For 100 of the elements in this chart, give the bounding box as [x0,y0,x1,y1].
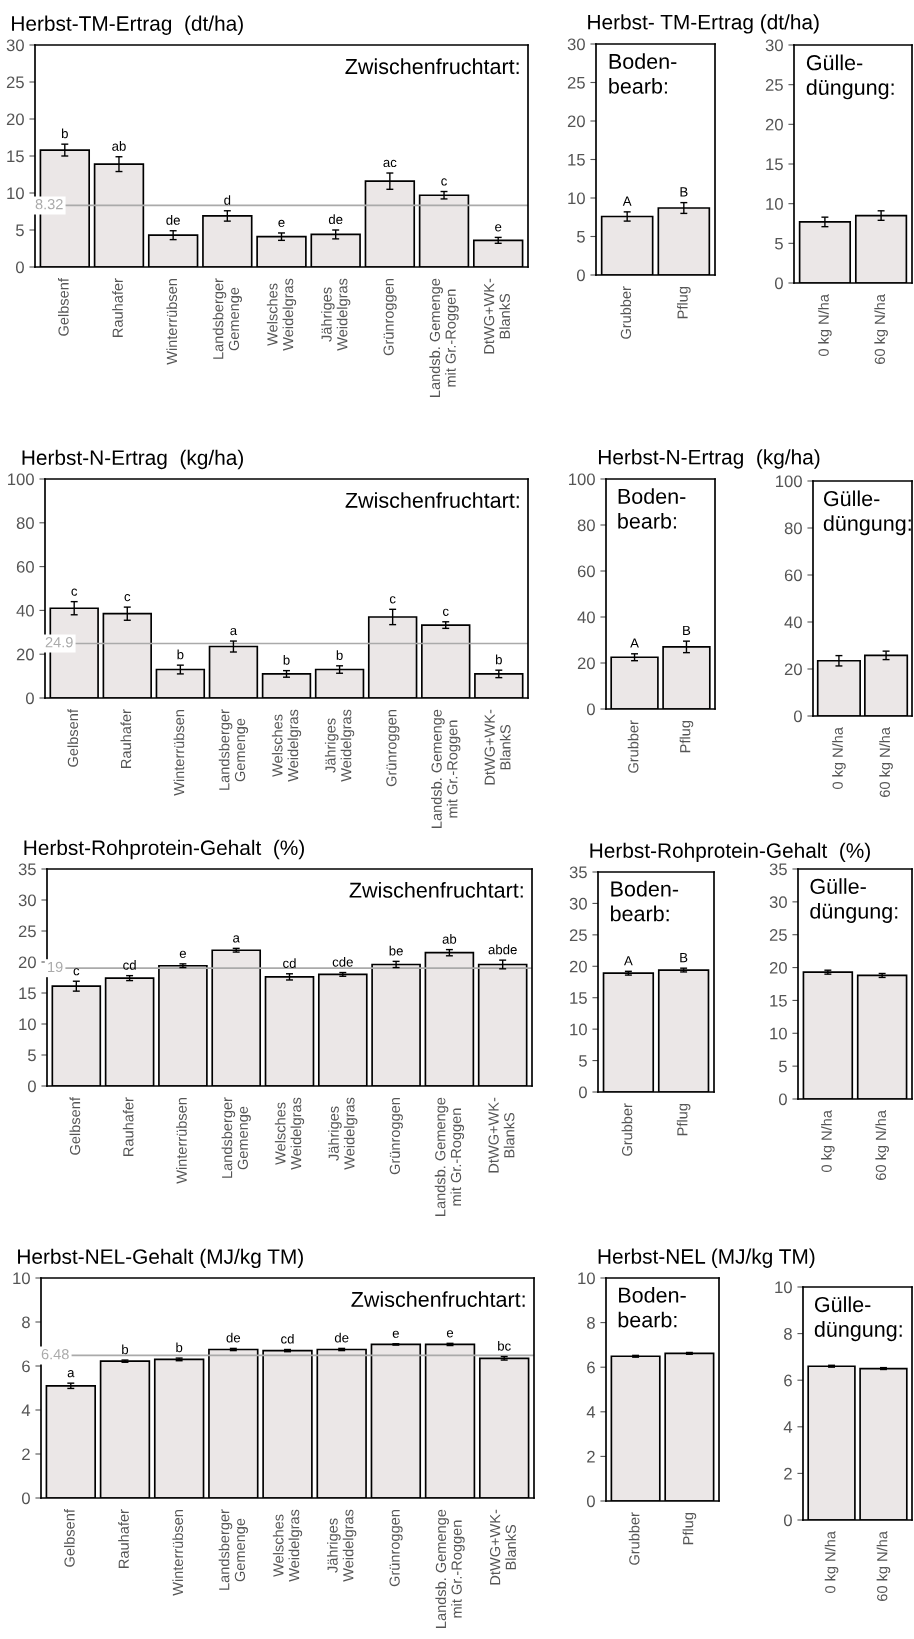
x-tick-label: 0 kg N/ha [818,294,832,356]
y-tick-label: 60 [16,561,34,573]
x-tick-label: Gelbsenf [69,1097,81,1155]
y-tick-label: 0 [27,1080,36,1093]
x-tick-label: 60 kg N/ha [875,1110,889,1180]
y-tick-label: 100 [776,475,802,488]
x-tick-label: 0 kg N/ha [824,1531,839,1593]
x-tick-label: Landsb. Gemenge mit Gr.-Roggen [434,1097,465,1216]
y-tick-label: 2 [784,1467,792,1480]
data-label: B [680,953,688,963]
y-tick-label: 0 [793,710,802,723]
y-tick-label: 100 [569,473,595,486]
data-label: b [61,128,68,139]
y-tick-label: 15 [7,150,24,163]
data-label: cd [281,1333,294,1344]
x-tick-label: Winterrübsen [176,1098,187,1184]
y-tick-label: 5 [774,237,783,250]
data-label: a [230,627,238,636]
y-tick-label: 20 [16,648,34,661]
y-tick-label: 15 [766,158,783,171]
data-label: B [680,187,688,197]
x-tick-label: DtWG+WK- BlankS [484,709,511,785]
y-tick-label: 20 [784,663,802,676]
data-label: de [166,215,180,225]
y-tick-label: 80 [16,517,34,529]
y-tick-label: 100 [8,473,34,486]
y-tick-label: 25 [569,929,587,942]
y-tick-label: 30 [769,896,787,909]
data-label: e [495,224,502,232]
y-tick-label: 5 [27,1049,36,1062]
y-tick-label: 0 [576,269,585,282]
y-tick-label: 40 [577,611,595,624]
data-label: e [278,219,285,228]
ref-line-label: 19 [48,961,63,973]
y-tick-label: 5 [576,231,585,243]
y-tick-label: 30 [765,39,783,52]
data-label: c [73,968,80,976]
x-tick-label: Grubber [628,1512,640,1565]
annotation: Zwischenfruchtart: [345,58,519,75]
x-tick-label: 0 kg N/ha [821,1110,835,1172]
y-tick-label: 10 [13,1272,30,1285]
data-label: b [336,650,343,660]
annotation: Gülle- düngung: [814,1296,902,1342]
y-tick-label: 80 [784,522,802,535]
y-tick-label: 8 [587,1317,595,1329]
x-tick-label: Grünroggen [389,1098,403,1175]
x-tick-label: Landsberger Gemenge [218,1509,248,1590]
y-tick-label: 10 [7,187,24,200]
x-tick-label: Jähriges Weidelgras [328,1097,358,1170]
y-tick-label: 4 [783,1421,793,1433]
y-tick-label: 30 [569,897,587,910]
y-tick-label: 15 [770,995,787,1007]
annotation: Gülle- düngung: [806,54,894,100]
y-tick-label: 10 [766,198,783,210]
chart-title: Herbst-TM-Ertrag (dt/ha) [12,15,243,36]
x-tick-label: Winterrübsen [173,710,185,796]
annotation: Gülle- düngung: [810,878,898,924]
y-tick-label: 15 [568,154,585,166]
y-tick-label: 25 [6,76,24,89]
y-tick-label: 80 [577,519,595,532]
data-label: b [176,1342,183,1353]
y-tick-label: 0 [783,1514,792,1527]
annotation: Zwischenfruchtart: [351,1291,525,1308]
y-tick-label: 20 [569,960,587,973]
y-tick-label: 10 [775,1281,792,1294]
data-label: a [67,1370,75,1378]
data-label: e [392,1330,399,1338]
x-tick-label: Landsberger Gemenge [218,709,249,790]
x-tick-label: 60 kg N/ha [876,1531,891,1601]
y-tick-label: 10 [578,1272,595,1285]
x-tick-label: DtWG+WK- BlankS [489,1509,516,1585]
x-tick-label: Winterrübsen [166,279,178,365]
x-tick-label: Rauhafer [122,1097,134,1156]
x-tick-label: Rauhafer [120,709,132,768]
x-tick-label: Winterrübsen [172,1510,184,1596]
y-tick-label: 6 [587,1361,595,1374]
data-label: c [441,178,447,186]
y-tick-label: 20 [769,961,787,974]
data-label: ab [442,934,457,944]
x-tick-label: Gelbsenf [58,278,69,336]
y-tick-label: 0 [774,277,783,290]
y-tick-label: 25 [567,76,585,89]
x-tick-label: Pflug [679,721,694,753]
data-label: cd [283,958,296,968]
y-tick-label: 25 [769,929,787,941]
data-label: d [224,195,231,205]
y-tick-label: 0 [15,261,24,274]
x-tick-label: Gelbsenf [64,1509,75,1567]
y-tick-label: 8 [22,1316,30,1329]
annotation: Zwischenfruchtart: [349,882,523,898]
x-tick-label: Landsberger Gemenge [212,278,242,359]
chart-title: Herbst-N-Ertrag (kg/ha) [22,449,243,470]
annotation: Boden- bearb: [618,488,686,529]
data-label: b [177,649,184,660]
data-label: b [122,1344,129,1355]
x-tick-label: Welsches Weidelgras [271,709,302,782]
annotation: Boden- bearb: [610,880,679,922]
y-tick-label: 25 [765,79,783,91]
data-label: e [446,1330,454,1338]
data-label: e [179,950,186,958]
